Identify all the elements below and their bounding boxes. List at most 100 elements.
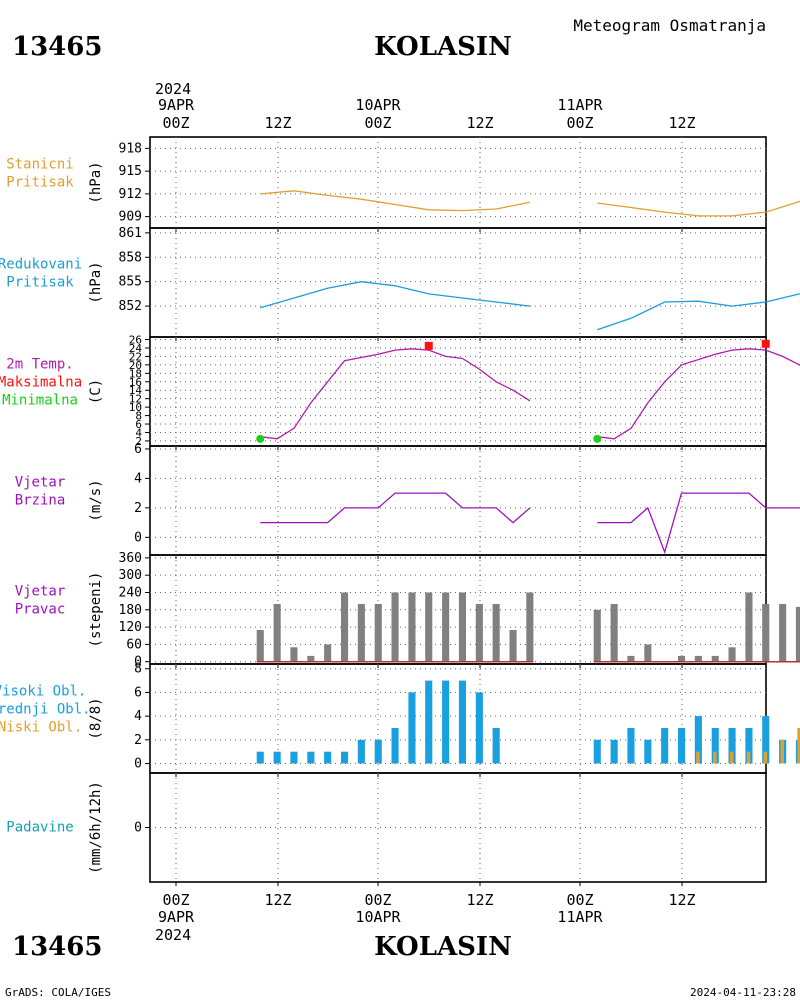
bar [357, 739, 365, 764]
y-tick-label: 26 [129, 334, 142, 347]
bar [678, 655, 686, 662]
series-line [260, 348, 531, 440]
panel-label: Visoki Obl. [0, 684, 86, 700]
panel-frame [149, 772, 767, 883]
bar [746, 751, 751, 764]
y-tick-label: 8 [134, 662, 142, 677]
bar [357, 604, 365, 662]
bar [627, 728, 635, 764]
hour-label-bottom: 00Z [364, 891, 391, 909]
bar [797, 728, 800, 764]
bar [341, 592, 349, 662]
panel-frame [149, 136, 767, 229]
bar [728, 728, 736, 764]
station-id-top: 13465 [12, 32, 102, 62]
panel-label: Minimalna [2, 393, 78, 409]
tmax-marker [424, 341, 433, 350]
y-tick-label: 861 [119, 226, 142, 241]
y-tick-label: 360 [119, 551, 142, 566]
bar [425, 592, 433, 662]
bar [256, 751, 264, 764]
hour-label-bottom: 12Z [466, 891, 493, 909]
bar [795, 606, 800, 662]
y-tick-label: 2 [134, 733, 142, 748]
bar [678, 728, 686, 764]
bar [307, 655, 315, 662]
bar [475, 604, 483, 662]
bar [763, 751, 768, 764]
y-tick-label: 918 [119, 141, 142, 156]
bar [627, 655, 635, 662]
y-tick-label: 2 [134, 501, 142, 516]
bar [694, 716, 702, 764]
bar [341, 751, 349, 764]
y-tick-label: 180 [119, 603, 142, 618]
bar [711, 728, 719, 764]
bar [492, 604, 500, 662]
bar [256, 630, 264, 662]
unit-label: (C) [88, 379, 104, 404]
date-label-bottom: 11APR [557, 908, 603, 926]
y-tick-label: 909 [119, 210, 142, 225]
bar [273, 604, 281, 662]
panel-label: Vjetar [15, 584, 66, 600]
y-tick-label: 14 [129, 384, 143, 397]
bar [728, 647, 736, 662]
y-tick-label: 20 [129, 359, 142, 372]
bar [644, 644, 652, 662]
y-tick-label: 912 [119, 187, 142, 202]
y-tick-label: 0 [134, 655, 142, 670]
y-tick-label: 6 [135, 418, 142, 431]
year-label-bottom: 2024 [155, 926, 191, 944]
bar [593, 609, 601, 662]
date-label-top: 9APR [158, 96, 195, 114]
bar [307, 751, 315, 764]
y-tick-label: 6 [134, 685, 142, 700]
tmin-marker [256, 434, 265, 443]
panel-station_pressure: 909 912 915 918 (hPa) Stanicni Pritisak [6, 136, 800, 232]
bar [442, 680, 450, 764]
panel-frame [149, 663, 767, 774]
panel-label: Padavine [6, 820, 73, 836]
panel-frame [149, 554, 767, 665]
bar [324, 751, 332, 764]
hour-label-top: 12Z [466, 114, 493, 132]
panel-label: Redukovani [0, 257, 82, 273]
y-tick-label: 4 [135, 426, 142, 439]
bar [745, 728, 753, 764]
hour-label-top: 00Z [162, 114, 189, 132]
bar [290, 751, 298, 764]
series-line [260, 190, 531, 212]
hour-label-bottom: 00Z [162, 891, 189, 909]
hour-label-top: 00Z [566, 114, 593, 132]
timestamp-label: 2024-04-11-23:28 [690, 986, 796, 999]
y-tick-label: 855 [119, 275, 142, 290]
unit-label: (8/8) [88, 697, 104, 739]
panel-frame [149, 445, 767, 556]
series-line [597, 492, 800, 555]
y-tick-label: 915 [119, 164, 142, 179]
date-label-top: 10APR [355, 96, 401, 114]
unit-label: (hPa) [88, 261, 104, 303]
bar [661, 728, 669, 764]
y-tick-label: 0 [134, 530, 142, 545]
bar [509, 630, 517, 662]
panel-wind_direction: 0 60 120 180 240 300 360 (stepeni) Vjetar Pravac [15, 551, 800, 670]
bar [324, 644, 332, 662]
y-tick-label: 4 [134, 471, 142, 486]
bar [729, 751, 734, 764]
y-tick-label: 852 [119, 299, 142, 314]
station-name-top: KOLASIN [374, 32, 512, 62]
hour-label-bottom: 12Z [668, 891, 695, 909]
y-tick-label: 18 [129, 367, 142, 380]
panel-reduced_pressure: 852 855 858 861 (hPa) Redukovani Pritisak [0, 226, 800, 341]
bar [713, 751, 717, 764]
bar [408, 592, 416, 662]
panels: 909912915918(hPa)StanicniPritisak8528558… [0, 136, 800, 886]
date-label-bottom: 9APR [158, 908, 195, 926]
y-tick-label: 120 [119, 620, 142, 635]
hour-label-bottom: 12Z [264, 891, 291, 909]
panel-label: 2m Temp. [6, 357, 73, 373]
